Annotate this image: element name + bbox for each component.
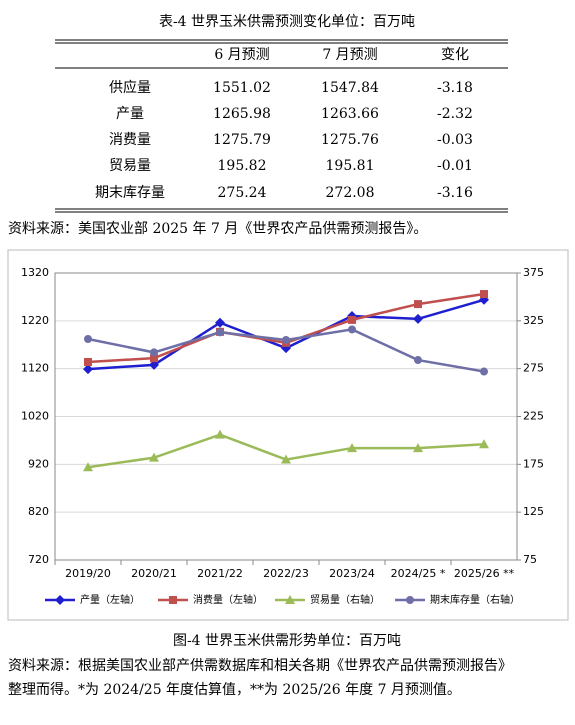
row-label: 供应量 bbox=[109, 79, 151, 96]
legend-label: 消费量（左轴） bbox=[193, 593, 263, 606]
x-tick-label: 2021/22 bbox=[197, 567, 243, 580]
y2-tick-label: 75 bbox=[523, 553, 537, 566]
cell: 1551.02 bbox=[213, 80, 271, 96]
cell: 1275.76 bbox=[321, 132, 379, 148]
note: 整理而得。*为 2024/25 年度估算值，**为 2025/26 年度 7 月… bbox=[8, 681, 461, 698]
y2-tick-label: 325 bbox=[523, 314, 544, 327]
cell: 1263.66 bbox=[321, 106, 379, 122]
column-header: 7 月预测 bbox=[322, 47, 377, 63]
legend-label: 贸易量（右轴） bbox=[310, 593, 380, 606]
data-point bbox=[480, 290, 488, 299]
data-point bbox=[149, 359, 159, 370]
column-header: 6 月预测 bbox=[214, 47, 269, 63]
x-tick-label: 2024/25 * bbox=[391, 567, 446, 580]
data-point bbox=[414, 300, 422, 309]
x-tick-label: 2022/23 bbox=[263, 567, 309, 580]
data-point bbox=[83, 462, 93, 472]
y-tick-label: 1220 bbox=[21, 314, 49, 327]
row-label: 期末库存量 bbox=[95, 185, 165, 201]
y-tick-label: 920 bbox=[28, 457, 49, 470]
row-label: 贸易量 bbox=[109, 158, 151, 174]
data-point bbox=[215, 317, 225, 328]
cell: 1275.79 bbox=[213, 132, 271, 148]
legend-marker bbox=[406, 596, 414, 604]
legend-label: 期末库存量（右轴） bbox=[430, 593, 520, 606]
data-point bbox=[281, 454, 291, 464]
y-tick-label: 1120 bbox=[21, 362, 49, 375]
y-tick-label: 720 bbox=[28, 553, 49, 566]
column-header: 变化 bbox=[441, 47, 469, 63]
cell: 195.82 bbox=[218, 158, 267, 174]
x-tick-label: 2025/26 ** bbox=[454, 567, 515, 580]
data-point bbox=[150, 348, 158, 357]
x-tick-label: 2020/21 bbox=[131, 567, 177, 580]
caption: 图-4 世界玉米供需形势单位：百万吨 bbox=[173, 633, 401, 649]
cell: -3.16 bbox=[437, 185, 473, 201]
cell: -3.18 bbox=[437, 80, 473, 96]
data-point bbox=[149, 452, 159, 462]
legend-marker bbox=[169, 596, 177, 604]
cell: 272.08 bbox=[326, 185, 375, 201]
data-point bbox=[84, 357, 92, 366]
data-point bbox=[84, 335, 92, 344]
data-point bbox=[479, 439, 489, 449]
data-point bbox=[83, 364, 93, 375]
y2-tick-label: 275 bbox=[523, 362, 544, 375]
cell: -0.01 bbox=[437, 158, 473, 174]
y-tick-label: 1020 bbox=[21, 410, 49, 423]
data-point bbox=[150, 354, 158, 363]
cell: 1265.98 bbox=[213, 106, 271, 122]
note: 资料来源：根据美国农业部产供需数据库和相关各期《世界农产品供需预测报告》 bbox=[8, 658, 512, 674]
data-point bbox=[216, 328, 224, 337]
data-point bbox=[282, 335, 290, 344]
chart-frame bbox=[7, 249, 569, 621]
data-point bbox=[348, 325, 356, 334]
table-title: 表-4 世界玉米供需预测变化单位：百万吨 bbox=[159, 14, 415, 30]
y-tick-label: 1320 bbox=[21, 266, 49, 279]
x-tick-label: 2019/20 bbox=[65, 567, 111, 580]
data-point bbox=[414, 356, 422, 365]
cell: -2.32 bbox=[437, 106, 473, 122]
legend-marker bbox=[285, 595, 295, 604]
y2-tick-label: 125 bbox=[523, 505, 544, 518]
cell: 1547.84 bbox=[321, 80, 379, 96]
x-tick-label: 2023/24 bbox=[329, 567, 375, 580]
legend-label: 产量（左轴） bbox=[80, 593, 140, 606]
data-point bbox=[413, 313, 423, 324]
y2-tick-label: 175 bbox=[523, 457, 544, 470]
row-label: 产量 bbox=[116, 106, 144, 122]
plot-frame bbox=[54, 272, 518, 561]
cell: 195.81 bbox=[326, 158, 375, 174]
data-point bbox=[348, 315, 356, 324]
cell: 275.24 bbox=[218, 185, 267, 201]
data-point bbox=[215, 429, 225, 439]
data-point bbox=[480, 367, 488, 376]
y-tick-label: 820 bbox=[28, 505, 49, 518]
source: 资料来源：美国农业部 2025 年 7 月《世界农产品供需预测报告》。 bbox=[8, 221, 427, 237]
data-point bbox=[347, 443, 357, 453]
legend-marker bbox=[55, 595, 65, 605]
data-point bbox=[413, 443, 423, 453]
y2-tick-label: 375 bbox=[523, 266, 544, 279]
y2-tick-label: 225 bbox=[523, 410, 544, 423]
cell: -0.03 bbox=[437, 132, 473, 148]
row-label: 消费量 bbox=[109, 132, 151, 148]
